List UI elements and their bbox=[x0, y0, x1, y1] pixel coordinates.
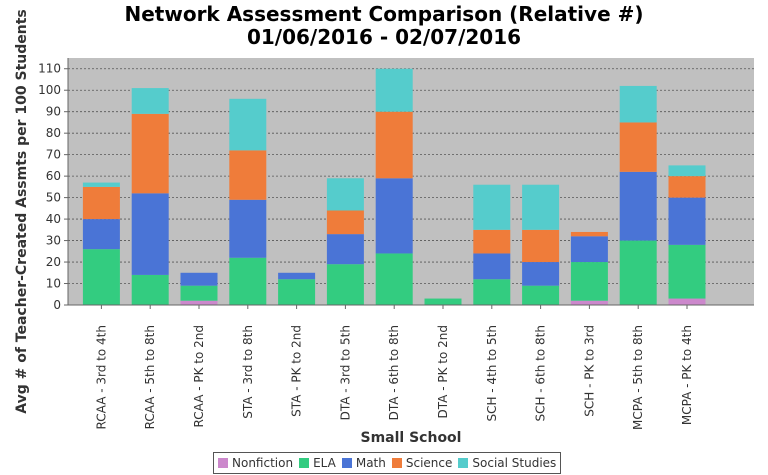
x-tick-label: STA - PK to 2nd bbox=[290, 325, 304, 417]
bar-segment bbox=[326, 234, 364, 265]
bar-segment bbox=[326, 178, 364, 211]
legend-swatch bbox=[218, 458, 228, 468]
legend-label: Science bbox=[405, 456, 453, 470]
bar-segment bbox=[278, 279, 316, 305]
legend-swatch bbox=[391, 458, 402, 468]
bar-segment bbox=[668, 298, 706, 305]
bar-segment bbox=[229, 199, 267, 258]
bar-segment bbox=[570, 300, 608, 305]
bar-segment bbox=[229, 98, 267, 151]
bar-segment bbox=[131, 274, 169, 305]
bar-segment bbox=[570, 231, 608, 237]
bar-segment bbox=[131, 113, 169, 194]
x-tick-label: DTA - 3rd to 5th bbox=[338, 325, 352, 420]
legend-item: ELA bbox=[299, 456, 336, 470]
y-tick-label: 50 bbox=[46, 191, 61, 205]
y-axis-title: Avg # of Teacher-Created Assmts per 100 … bbox=[14, 9, 30, 414]
stacked-bar-chart: 0 10 20 30 40 50 60 70 80 90 100 110 RCAA - 3rd to 4… bbox=[14, 9, 754, 446]
y-tick-label: 80 bbox=[46, 126, 61, 140]
y-tick-label: 40 bbox=[46, 212, 61, 226]
x-tick-label: RCAA - 3rd to 4th bbox=[94, 325, 108, 429]
bar-segment bbox=[473, 279, 511, 305]
y-tick-label: 110 bbox=[38, 62, 61, 76]
bar-segment bbox=[326, 264, 364, 305]
bar-segment bbox=[668, 176, 706, 198]
bar-segment bbox=[473, 253, 511, 280]
legend-item: Social Studies bbox=[458, 456, 556, 470]
chart-legend: Nonfiction ELA Math Science Social Studies bbox=[213, 452, 562, 474]
x-tick-label: MCPA - 5th to 8th bbox=[631, 325, 645, 430]
x-tick-label: STA - 3rd to 8th bbox=[241, 325, 255, 419]
legend-swatch bbox=[299, 458, 310, 468]
bar-segment bbox=[82, 186, 120, 220]
bar-segment bbox=[668, 165, 706, 177]
bar-segment bbox=[522, 184, 560, 230]
bar-segment bbox=[375, 178, 413, 254]
bar-segment bbox=[522, 262, 560, 286]
bar-segment bbox=[131, 88, 169, 114]
y-tick-label: 100 bbox=[38, 83, 61, 97]
x-tick-label: SCH - PK to 3rd bbox=[582, 325, 596, 417]
x-tick-label: SCH - 4th to 5th bbox=[485, 325, 499, 422]
x-tick-label: DTA - PK to 2nd bbox=[436, 325, 450, 418]
bar-segment bbox=[668, 244, 706, 299]
bar-segment bbox=[668, 197, 706, 245]
bar-segment bbox=[82, 249, 120, 305]
legend-label: Social Studies bbox=[472, 456, 557, 470]
y-tick-label: 20 bbox=[46, 255, 61, 269]
legend-label: ELA bbox=[313, 456, 336, 470]
legend-swatch bbox=[458, 458, 469, 468]
x-axis-title: Small School bbox=[361, 430, 462, 446]
bar-segment bbox=[375, 111, 413, 179]
y-tick-label: 0 bbox=[53, 298, 61, 312]
bar-segment bbox=[375, 253, 413, 305]
legend-label: Math bbox=[355, 456, 386, 470]
bar-segment bbox=[473, 229, 511, 254]
bar-segment bbox=[229, 150, 267, 200]
bar-segment bbox=[180, 300, 218, 305]
y-tick-label: 90 bbox=[46, 105, 61, 119]
legend-item: Math bbox=[341, 456, 386, 470]
bar-segment bbox=[570, 262, 608, 301]
y-tick-label: 10 bbox=[46, 277, 61, 291]
bar-segment bbox=[619, 122, 657, 172]
bar-segment bbox=[82, 219, 120, 250]
bar-segment bbox=[522, 229, 560, 263]
bar-segment bbox=[619, 171, 657, 241]
legend-item: Nonfiction bbox=[218, 456, 293, 470]
legend-label: Nonfiction bbox=[232, 456, 294, 470]
bar-segment bbox=[473, 184, 511, 230]
x-tick-label: MCPA - PK to 4th bbox=[680, 325, 694, 425]
legend-swatch bbox=[341, 458, 352, 468]
bar-segment bbox=[424, 298, 462, 305]
bar-segment bbox=[180, 272, 218, 286]
bar-segment bbox=[278, 272, 316, 280]
bar-segment bbox=[570, 236, 608, 263]
y-tick-label: 60 bbox=[46, 169, 61, 183]
bar-segment bbox=[375, 68, 413, 112]
bar-segment bbox=[326, 210, 364, 235]
x-tick-label: RCAA - PK to 2nd bbox=[192, 325, 206, 427]
x-tick-label: RCAA - 5th to 8th bbox=[143, 325, 157, 429]
bar-segment bbox=[131, 193, 169, 275]
bar-segment bbox=[522, 285, 560, 305]
y-tick-label: 30 bbox=[46, 234, 61, 248]
bar-segment bbox=[619, 240, 657, 305]
bar-segment bbox=[180, 285, 218, 301]
legend-item: Science bbox=[391, 456, 453, 470]
y-tick-label: 70 bbox=[46, 148, 61, 162]
chart-subtitle: 01/06/2016 - 02/07/2016 bbox=[246, 25, 522, 49]
bar-segment bbox=[619, 85, 657, 123]
x-tick-label: DTA - 6th to 8th bbox=[387, 325, 401, 420]
chart-title: Network Assessment Comparison (Relative … bbox=[124, 2, 644, 26]
x-tick-label: SCH - 6th to 8th bbox=[534, 325, 548, 422]
bar-segment bbox=[82, 182, 120, 187]
bar-segment bbox=[229, 257, 267, 305]
